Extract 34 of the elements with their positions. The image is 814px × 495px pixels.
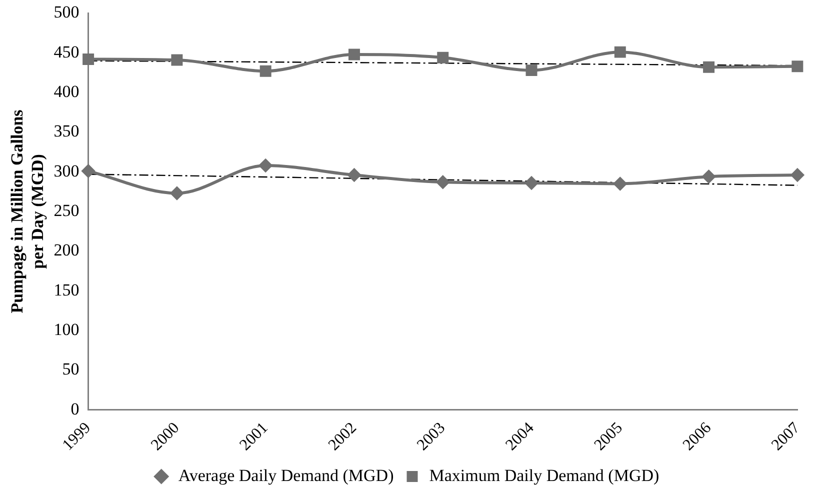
point [348,168,361,182]
point [614,46,626,58]
y-tick-label: 350 [54,122,80,141]
point [171,54,183,66]
legend-label: Average Daily Demand (MGD) [178,466,394,485]
x-tick-label: 2001 [236,419,272,454]
point [525,176,538,190]
point [702,170,716,184]
point [792,60,804,72]
y-axis-title: Pumpage in Million Gallons per Day (MGD) [8,109,47,314]
y-tick-label: 200 [54,240,80,260]
point [82,53,94,65]
y-tick-label: 50 [62,360,80,379]
point [170,186,184,200]
y-tick-label: 150 [54,280,80,300]
y-tick-label: 0 [70,399,80,418]
legend-label: Maximum Daily Demand (MGD) [429,466,660,485]
x-tick-label: 1999 [59,419,94,454]
point [703,61,715,73]
y-tick-label: 450 [54,42,80,62]
y-tick-label: 500 [54,2,80,22]
y-tick-label: 300 [54,161,80,180]
point [790,168,804,182]
y-tick-label: 100 [54,320,80,339]
y-tick-label: 400 [54,82,80,101]
point [260,65,272,77]
point [436,176,450,189]
point [614,177,627,190]
point [437,52,449,64]
point [259,158,272,172]
point [82,164,95,178]
point [526,64,538,76]
point [348,48,360,60]
y-tick-label: 250 [54,200,80,220]
